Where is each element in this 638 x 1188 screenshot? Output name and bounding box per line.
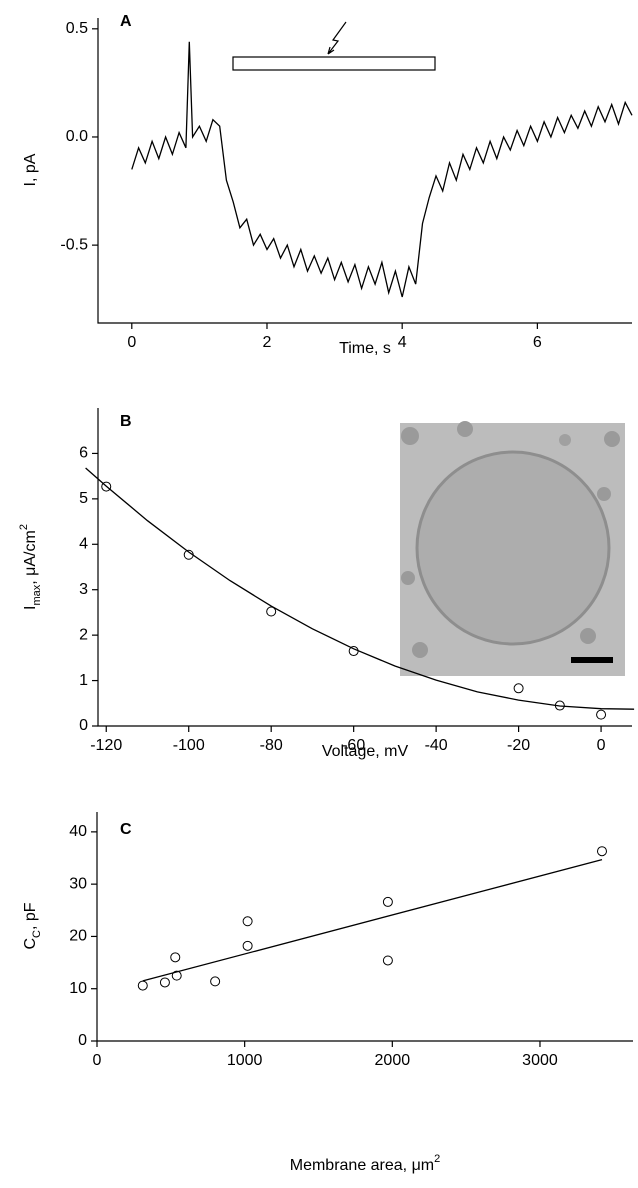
- panel-label: B: [120, 413, 132, 430]
- y-axis-label-part: , μA/cm: [22, 530, 39, 585]
- y-tick-label: 20: [69, 928, 87, 945]
- x-tick-label: 2000: [375, 1052, 411, 1069]
- scale-bar: [571, 657, 613, 663]
- data-point: [382, 896, 393, 907]
- data-point: [242, 916, 253, 927]
- y-axis-label: Imax, μA/cm2: [18, 524, 43, 610]
- x-axis-label: Membrane area, μm2: [290, 1153, 441, 1174]
- x-tick-label: 1000: [227, 1052, 263, 1069]
- x-tick-label: 0: [127, 334, 136, 351]
- data-point: [596, 846, 607, 857]
- y-tick-label: 10: [69, 980, 87, 997]
- y-tick-label: 1: [79, 672, 88, 689]
- data-point: [210, 976, 221, 987]
- y-axis-label: CC, pF: [22, 902, 43, 949]
- x-tick-label: 4: [398, 334, 407, 351]
- x-tick-label: -20: [507, 737, 530, 754]
- x-tick-label: 0: [93, 1052, 102, 1069]
- data-point: [137, 980, 148, 991]
- x-tick-label: -120: [90, 737, 122, 754]
- data-point: [170, 952, 181, 963]
- x-tick-label: 6: [533, 334, 542, 351]
- x-tick-label: -60: [342, 737, 365, 754]
- data-point: [382, 955, 393, 966]
- particle: [401, 427, 419, 445]
- y-axis-label-part: 2: [18, 524, 30, 530]
- y-tick-label: 40: [69, 823, 87, 840]
- y-tick-label: 0.5: [66, 20, 88, 37]
- particle: [401, 571, 415, 585]
- y-axis-label-part: I: [22, 606, 39, 610]
- x-axis-label: Voltage, mV: [322, 743, 409, 760]
- y-tick-label: 6: [79, 445, 88, 462]
- x-tick-label: 2: [263, 334, 272, 351]
- particle: [559, 434, 571, 446]
- data-point: [596, 709, 607, 720]
- x-axis-label-part: Membrane area, μm: [290, 1157, 434, 1174]
- fit-line: [142, 858, 603, 982]
- panel-label: A: [120, 13, 132, 30]
- panel-label: C: [120, 821, 132, 838]
- trace: [131, 41, 633, 298]
- y-tick-label: -0.5: [60, 236, 88, 253]
- data-point: [171, 970, 182, 981]
- x-axis-label: Time, s: [339, 340, 391, 357]
- x-tick-label: -80: [260, 737, 283, 754]
- cell-image: [400, 421, 625, 676]
- x-tick-label: 0: [597, 737, 606, 754]
- data-point: [513, 683, 524, 694]
- y-tick-label: 0: [79, 717, 88, 734]
- particle: [412, 642, 428, 658]
- y-tick-label: 0.0: [66, 128, 88, 145]
- particle: [604, 431, 620, 447]
- y-tick-label: 2: [79, 626, 88, 643]
- y-tick-label: 5: [79, 490, 88, 507]
- flash-icon: [327, 21, 347, 55]
- particle: [580, 628, 596, 644]
- x-tick-label: -100: [173, 737, 205, 754]
- y-tick-label: 4: [79, 536, 88, 553]
- y-tick-label: 30: [69, 875, 87, 892]
- stimulus-bar: [232, 56, 436, 71]
- y-axis-label-part: C: [22, 938, 39, 950]
- y-tick-label: 0: [78, 1032, 87, 1049]
- axes: [96, 812, 633, 1042]
- data-point: [159, 977, 170, 988]
- data-point: [266, 606, 277, 617]
- axes: [97, 18, 632, 324]
- cell: [415, 450, 611, 646]
- particle: [597, 487, 611, 501]
- fit-line: [85, 467, 635, 710]
- data-point: [242, 940, 253, 951]
- y-axis-label-part: C: [31, 930, 43, 938]
- y-tick-label: 3: [79, 581, 88, 598]
- y-axis-label-part: , pF: [22, 902, 39, 930]
- data-point: [101, 481, 112, 492]
- y-axis-label-part: max: [31, 584, 43, 605]
- x-axis-label-part: 2: [434, 1153, 440, 1165]
- x-tick-label: -40: [425, 737, 448, 754]
- x-tick-label: 3000: [522, 1052, 558, 1069]
- particle: [457, 421, 473, 437]
- y-axis-label: I, pA: [22, 153, 39, 186]
